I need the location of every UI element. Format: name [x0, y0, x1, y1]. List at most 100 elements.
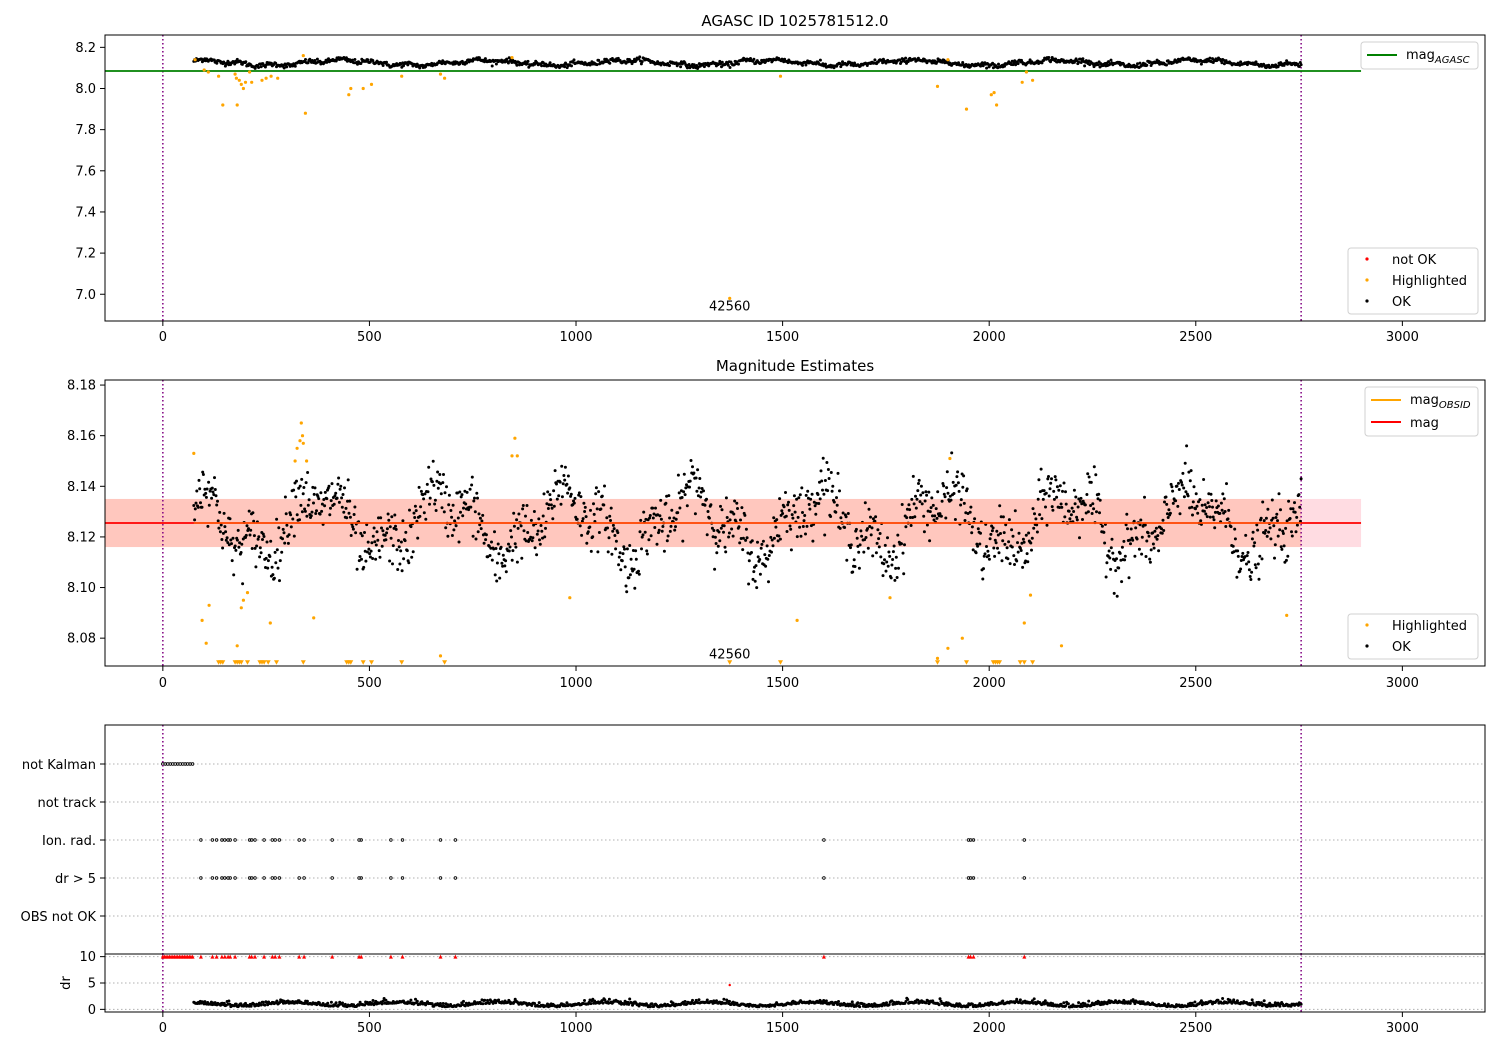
- ok-point: [419, 505, 423, 509]
- ok-point: [552, 489, 556, 493]
- ok-point: [399, 549, 403, 553]
- ok-point: [327, 57, 330, 61]
- ok-point: [459, 495, 463, 499]
- flag-point: [359, 876, 363, 880]
- ok-point: [281, 527, 285, 531]
- ok-point: [660, 529, 664, 533]
- ok-point: [923, 499, 927, 503]
- panel-agasc-title: AGASC ID 1025781512.0: [701, 12, 888, 30]
- flag-point: [822, 838, 826, 842]
- ok-point: [658, 514, 662, 518]
- dr-point: [409, 998, 413, 1002]
- ok-point: [787, 508, 791, 512]
- ok-point: [235, 538, 239, 542]
- highlighted-point: [239, 82, 243, 86]
- highlighted-point: [192, 451, 196, 455]
- ok-point: [888, 554, 892, 558]
- x-tick-label-1000: 1000: [559, 676, 592, 691]
- ok-point: [205, 487, 209, 491]
- ok-point: [443, 491, 447, 495]
- ok-point: [928, 510, 932, 514]
- ok-point: [566, 491, 570, 495]
- ok-point: [752, 570, 756, 574]
- ok-point: [614, 539, 618, 543]
- ok-point: [1240, 555, 1244, 558]
- panel-agasc-frame: [104, 34, 1486, 322]
- dr-point: [430, 1002, 434, 1006]
- ok-point: [1288, 517, 1292, 520]
- ok-point: [1164, 495, 1168, 499]
- ok-point: [400, 569, 404, 573]
- flag-point: [330, 876, 334, 880]
- ok-point: [750, 551, 753, 554]
- dr-point: [854, 1004, 858, 1008]
- ok-point: [270, 565, 274, 569]
- highlighted-point: [438, 72, 443, 76]
- ok-point: [281, 537, 284, 541]
- ok-point: [289, 525, 293, 529]
- ok-point: [583, 510, 587, 513]
- ok-point: [1055, 495, 1059, 499]
- dr-point: [583, 999, 586, 1002]
- dr-point: [1064, 1004, 1068, 1008]
- ok-point: [416, 536, 420, 540]
- ok-point: [677, 491, 681, 495]
- ok-point: [351, 525, 355, 529]
- ok-point: [577, 491, 581, 495]
- dr-point: [1043, 999, 1047, 1003]
- ok-point: [807, 503, 811, 506]
- ok-point: [1086, 510, 1090, 514]
- ok-point: [1148, 560, 1152, 564]
- ok-point: [1127, 576, 1131, 580]
- ok-point: [1153, 529, 1157, 533]
- ok-point: [320, 509, 324, 513]
- ok-point: [930, 496, 934, 500]
- ok-point: [462, 506, 465, 510]
- ok-point: [432, 483, 436, 487]
- highlighted-point: [568, 596, 572, 600]
- ok-point: [438, 473, 442, 476]
- flag-point: [297, 838, 301, 842]
- ok-point: [780, 509, 784, 513]
- panel-magnitude-estimates: Magnitude Estimates 0 500 1000 1500 2000 2500…: [67, 357, 1486, 691]
- ok-point: [973, 517, 977, 521]
- dr-clipped-marker: [270, 954, 275, 959]
- ok-point: [323, 490, 327, 494]
- ok-point: [1126, 527, 1129, 531]
- dr-point: [728, 999, 731, 1003]
- ok-point: [1202, 509, 1206, 513]
- ok-point: [399, 540, 403, 544]
- dr-clipped-marker: [228, 954, 233, 959]
- ok-point: [253, 546, 257, 550]
- ok-point: [745, 536, 749, 540]
- ok-point: [314, 512, 318, 515]
- ok-point: [312, 492, 316, 496]
- ok-point: [901, 551, 905, 555]
- ok-point: [447, 493, 451, 497]
- ok-point: [1111, 551, 1115, 555]
- ok-point: [262, 535, 266, 538]
- ok-point: [982, 567, 985, 571]
- ok-point: [976, 527, 980, 531]
- ok-point: [761, 539, 765, 543]
- ok-point: [767, 554, 771, 557]
- highlighted-point: [204, 641, 208, 645]
- ok-point: [573, 496, 577, 500]
- ok-point: [1165, 63, 1168, 67]
- highlighted-point: [235, 103, 239, 107]
- ok-point: [623, 565, 627, 569]
- ok-point: [1295, 523, 1299, 527]
- highlighted-point: [248, 70, 252, 74]
- ok-point: [668, 516, 672, 520]
- ok-point: [504, 570, 508, 574]
- flag-point: [214, 876, 219, 880]
- flag-point: [262, 838, 266, 842]
- ok-point: [1262, 519, 1266, 523]
- ok-point: [436, 470, 440, 474]
- ok-point: [303, 507, 307, 511]
- ok-point: [841, 60, 844, 64]
- ok-point: [368, 555, 372, 559]
- ok-point: [597, 531, 601, 534]
- ok-point: [693, 512, 697, 516]
- ok-point: [1280, 547, 1284, 551]
